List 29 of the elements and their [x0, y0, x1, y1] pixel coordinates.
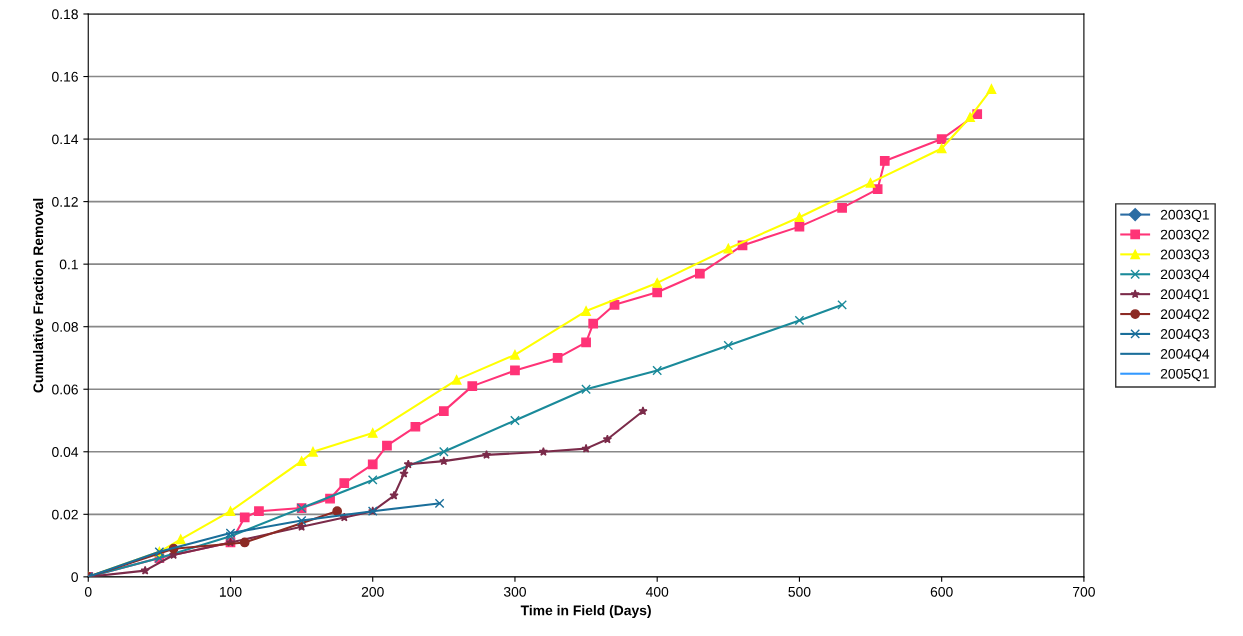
y-tick-label: 0.16 — [52, 71, 78, 82]
x-axis-title: Time in Field (Days) — [520, 605, 651, 619]
y-tick-label: 0.1 — [59, 259, 78, 270]
legend-label: 2003Q1 — [1160, 209, 1209, 223]
legend-label: 2004Q2 — [1160, 309, 1209, 322]
y-tick-label: 0 — [71, 572, 78, 583]
y-tick-label: 0.18 — [52, 9, 78, 20]
x-tick-label: 700 — [1073, 586, 1095, 597]
x-tick-label: 0 — [84, 586, 92, 597]
y-tick-label: 0.14 — [52, 134, 79, 145]
y-tick-label: 0.04 — [52, 447, 79, 457]
legend-label: 2004Q4 — [1160, 348, 1210, 362]
y-axis-title: Cumulative Fraction Removal — [33, 198, 44, 393]
y-tick-label: 0.06 — [52, 384, 78, 395]
x-tick-label: 500 — [788, 586, 811, 597]
y-tick-label: 0.08 — [52, 322, 78, 332]
legend-label: 2003Q2 — [1160, 229, 1209, 242]
legend-label: 2004Q3 — [1160, 329, 1209, 342]
x-tick-label: 200 — [361, 586, 384, 597]
x-tick-label: 300 — [503, 586, 526, 597]
legend-label: 2004Q1 — [1160, 289, 1209, 302]
legend-label: 2005Q1 — [1160, 368, 1209, 382]
legend-label: 2003Q4 — [1160, 269, 1210, 282]
x-tick-label: 400 — [645, 586, 669, 597]
x-tick-label: 100 — [219, 586, 242, 597]
y-tick-label: 0.02 — [52, 509, 78, 520]
legend-label: 2003Q3 — [1160, 249, 1209, 262]
x-tick-label: 600 — [930, 586, 953, 597]
y-tick-label: 0.12 — [52, 196, 78, 207]
